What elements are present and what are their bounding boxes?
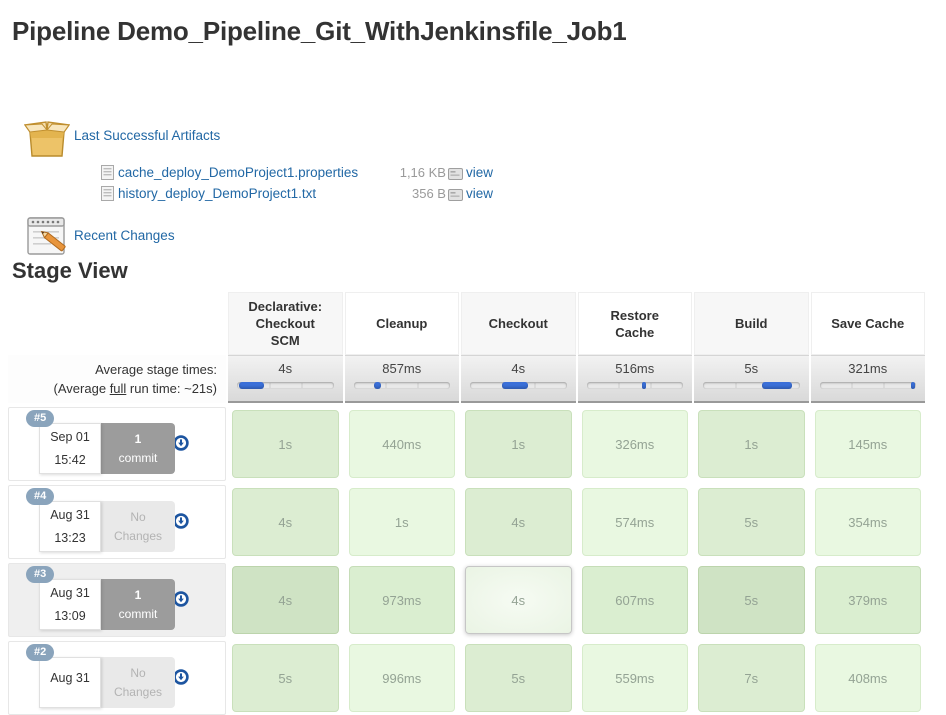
build-date: Aug 31 [50, 586, 90, 600]
build-number-badge[interactable]: #2 [26, 644, 55, 661]
stage-view-title: Stage View [12, 258, 128, 283]
stage-duration-cell[interactable]: 574ms [581, 488, 688, 556]
stage-duration-cell[interactable]: 559ms [581, 644, 688, 712]
average-run-time-text: (Average full run time: ~21s) [53, 381, 217, 396]
stage-duration-cell[interactable]: 7s [698, 644, 805, 712]
fingerprint-icon [447, 188, 463, 201]
column-header: Declarative: Checkout SCM [228, 292, 343, 355]
build-time: 15:42 [54, 453, 86, 467]
build-info-cell: #3 Aug 31 13:09 1 commit [8, 563, 226, 637]
stage-header-row: Declarative: Checkout SCM Cleanup Checko… [8, 292, 925, 355]
artifact-view-link[interactable]: view [465, 186, 493, 201]
artifact-file-size: 1,16 KB [399, 165, 446, 180]
build-date: Aug 31 [50, 671, 90, 685]
average-stage-time-cell: 857ms [344, 355, 459, 403]
build-number-badge[interactable]: #5 [26, 410, 55, 427]
build-row: #5 Sep 01 15:42 1 commit 1s 440ms 1s 326… [8, 407, 925, 481]
column-header: Build [694, 292, 809, 355]
stage-duration-cell[interactable]: 5s [698, 488, 805, 556]
stage-duration-cell[interactable]: 5s [232, 644, 339, 712]
stage-duration-cell[interactable]: 607ms [581, 566, 688, 634]
build-row: #2 Aug 31 No Changes 5s 996ms 5s 559ms 7… [8, 641, 925, 715]
header-corner-cell [8, 292, 226, 355]
build-date: Sep 01 [50, 430, 90, 444]
stage-duration-cell[interactable]: 1s [348, 488, 455, 556]
stage-duration-cell[interactable]: 379ms [814, 566, 921, 634]
build-changes-box[interactable]: 1 commit [101, 579, 175, 630]
build-time: 13:09 [54, 609, 86, 623]
stage-duration-cell[interactable]: 5s [465, 644, 572, 712]
artifact-row: history_deploy_DemoProject1.txt 356 B vi… [101, 183, 493, 204]
artifact-file-size: 356 B [412, 186, 446, 201]
stage-duration-cell[interactable]: 4s [232, 566, 339, 634]
artifact-row: cache_deploy_DemoProject1.properties 1,1… [101, 162, 493, 183]
stage-duration-cell[interactable]: 1s [465, 410, 572, 478]
stage-time-bar [819, 382, 916, 389]
build-changes-box[interactable]: 1 commit [101, 423, 175, 474]
build-info-cell: #5 Sep 01 15:42 1 commit [8, 407, 226, 481]
average-times-row: Average stage times: (Average full run t… [8, 355, 925, 403]
stage-duration-cell[interactable]: 440ms [348, 410, 455, 478]
stage-time-bar [703, 382, 800, 389]
artifact-view-link[interactable]: view [465, 165, 493, 180]
stage-duration-cell[interactable]: 4s [465, 488, 572, 556]
recent-changes-link[interactable]: Recent Changes [74, 227, 175, 243]
stage-duration-cell[interactable]: 326ms [581, 410, 688, 478]
average-times-label: Average stage times: (Average full run t… [8, 355, 226, 403]
package-icon [23, 120, 71, 160]
average-stage-time-cell: 321ms [810, 355, 925, 403]
column-header: Save Cache [810, 292, 925, 355]
notepad-icon [24, 213, 70, 257]
average-stage-times-text: Average stage times: [95, 362, 217, 377]
stage-time-bar [470, 382, 567, 389]
document-icon [101, 165, 114, 180]
build-date: Aug 31 [50, 508, 90, 522]
build-number-badge[interactable]: #3 [26, 566, 55, 583]
stage-duration-cell[interactable]: 973ms [348, 566, 455, 634]
stage-duration-cell[interactable]: 408ms [814, 644, 921, 712]
fingerprint-icon [447, 167, 463, 180]
stage-duration-cell-hovered[interactable]: 4s [465, 566, 572, 634]
last-successful-artifacts-link[interactable]: Last Successful Artifacts [74, 128, 221, 143]
build-row: #4 Aug 31 13:23 No Changes 4s 1s 4s 574m… [8, 485, 925, 559]
stage-duration-cell[interactable]: 996ms [348, 644, 455, 712]
build-number-badge[interactable]: #4 [26, 488, 55, 505]
build-time: 13:23 [54, 531, 86, 545]
stage-duration-cell[interactable]: 1s [698, 410, 805, 478]
column-header: Checkout [461, 292, 576, 355]
stage-duration-cell[interactable]: 5s [698, 566, 805, 634]
build-info-cell: #2 Aug 31 No Changes [8, 641, 226, 715]
average-stage-time-cell: 516ms [577, 355, 692, 403]
average-stage-time-cell: 4s [228, 355, 343, 403]
artifacts-section: Last Successful Artifacts cache_deploy_D… [23, 120, 544, 257]
build-date-box[interactable]: Aug 31 13:09 [39, 579, 101, 630]
stage-time-bar [237, 382, 334, 389]
average-stage-time-cell: 4s [461, 355, 576, 403]
stage-time-bar [586, 382, 683, 389]
build-row: #3 Aug 31 13:09 1 commit 4s 973ms 4s 607… [8, 563, 925, 637]
stage-view-table: Declarative: Checkout SCM Cleanup Checko… [8, 292, 925, 715]
stage-duration-cell[interactable]: 1s [232, 410, 339, 478]
stage-duration-cell[interactable]: 4s [232, 488, 339, 556]
column-header: Restore Cache [577, 292, 692, 355]
document-icon [101, 186, 114, 201]
run-details-icon[interactable] [173, 435, 189, 451]
run-details-icon[interactable] [173, 591, 189, 607]
build-changes-box[interactable]: No Changes [101, 501, 175, 552]
run-details-icon[interactable] [173, 513, 189, 529]
stage-time-bar [353, 382, 450, 389]
artifact-file-link[interactable]: history_deploy_DemoProject1.txt [118, 186, 317, 201]
average-stage-time-cell: 5s [694, 355, 809, 403]
column-header: Cleanup [344, 292, 459, 355]
stage-duration-cell[interactable]: 145ms [814, 410, 921, 478]
page-title: Pipeline Demo_Pipeline_Git_WithJenkinsfi… [12, 16, 627, 46]
build-info-cell: #4 Aug 31 13:23 No Changes [8, 485, 226, 559]
stage-duration-cell[interactable]: 354ms [814, 488, 921, 556]
artifact-file-link[interactable]: cache_deploy_DemoProject1.properties [118, 165, 359, 180]
build-date-box[interactable]: Sep 01 15:42 [39, 423, 101, 474]
build-date-box[interactable]: Aug 31 13:23 [39, 501, 101, 552]
